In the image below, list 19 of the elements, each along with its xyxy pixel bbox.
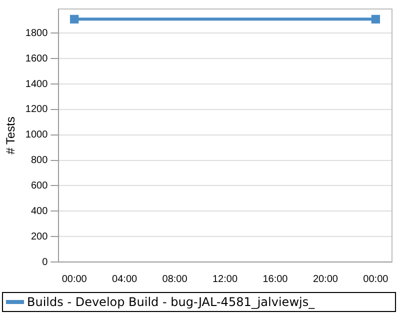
y-tick-label: 1800 [25,28,48,39]
x-tick-label: 04:00 [112,274,138,285]
x-tick-label: 20:00 [312,274,338,285]
y-tick-label: 800 [30,155,48,166]
x-tick-label: 08:00 [162,274,188,285]
legend-label: Builds - Develop Build - bug-JAL-4581_jalviewjs_ [27,295,315,309]
x-tick-label: 00:00 [62,274,88,285]
y-tick-label: 1400 [25,78,48,90]
y-tick-label: 200 [30,231,48,242]
y-tick-label: 1200 [25,104,48,116]
y-axis-title: # Tests [4,116,18,154]
y-tick-label: 400 [30,206,48,217]
y-tick-label: 1000 [25,130,48,141]
y-tick-label: 600 [30,180,48,192]
y-tick-label: 0 [42,256,48,268]
x-tick-label: 00:00 [363,274,389,285]
x-tick-label: 12:00 [212,274,238,285]
y-tick-label: 1600 [25,53,48,64]
x-tick-label: 16:00 [262,274,288,285]
